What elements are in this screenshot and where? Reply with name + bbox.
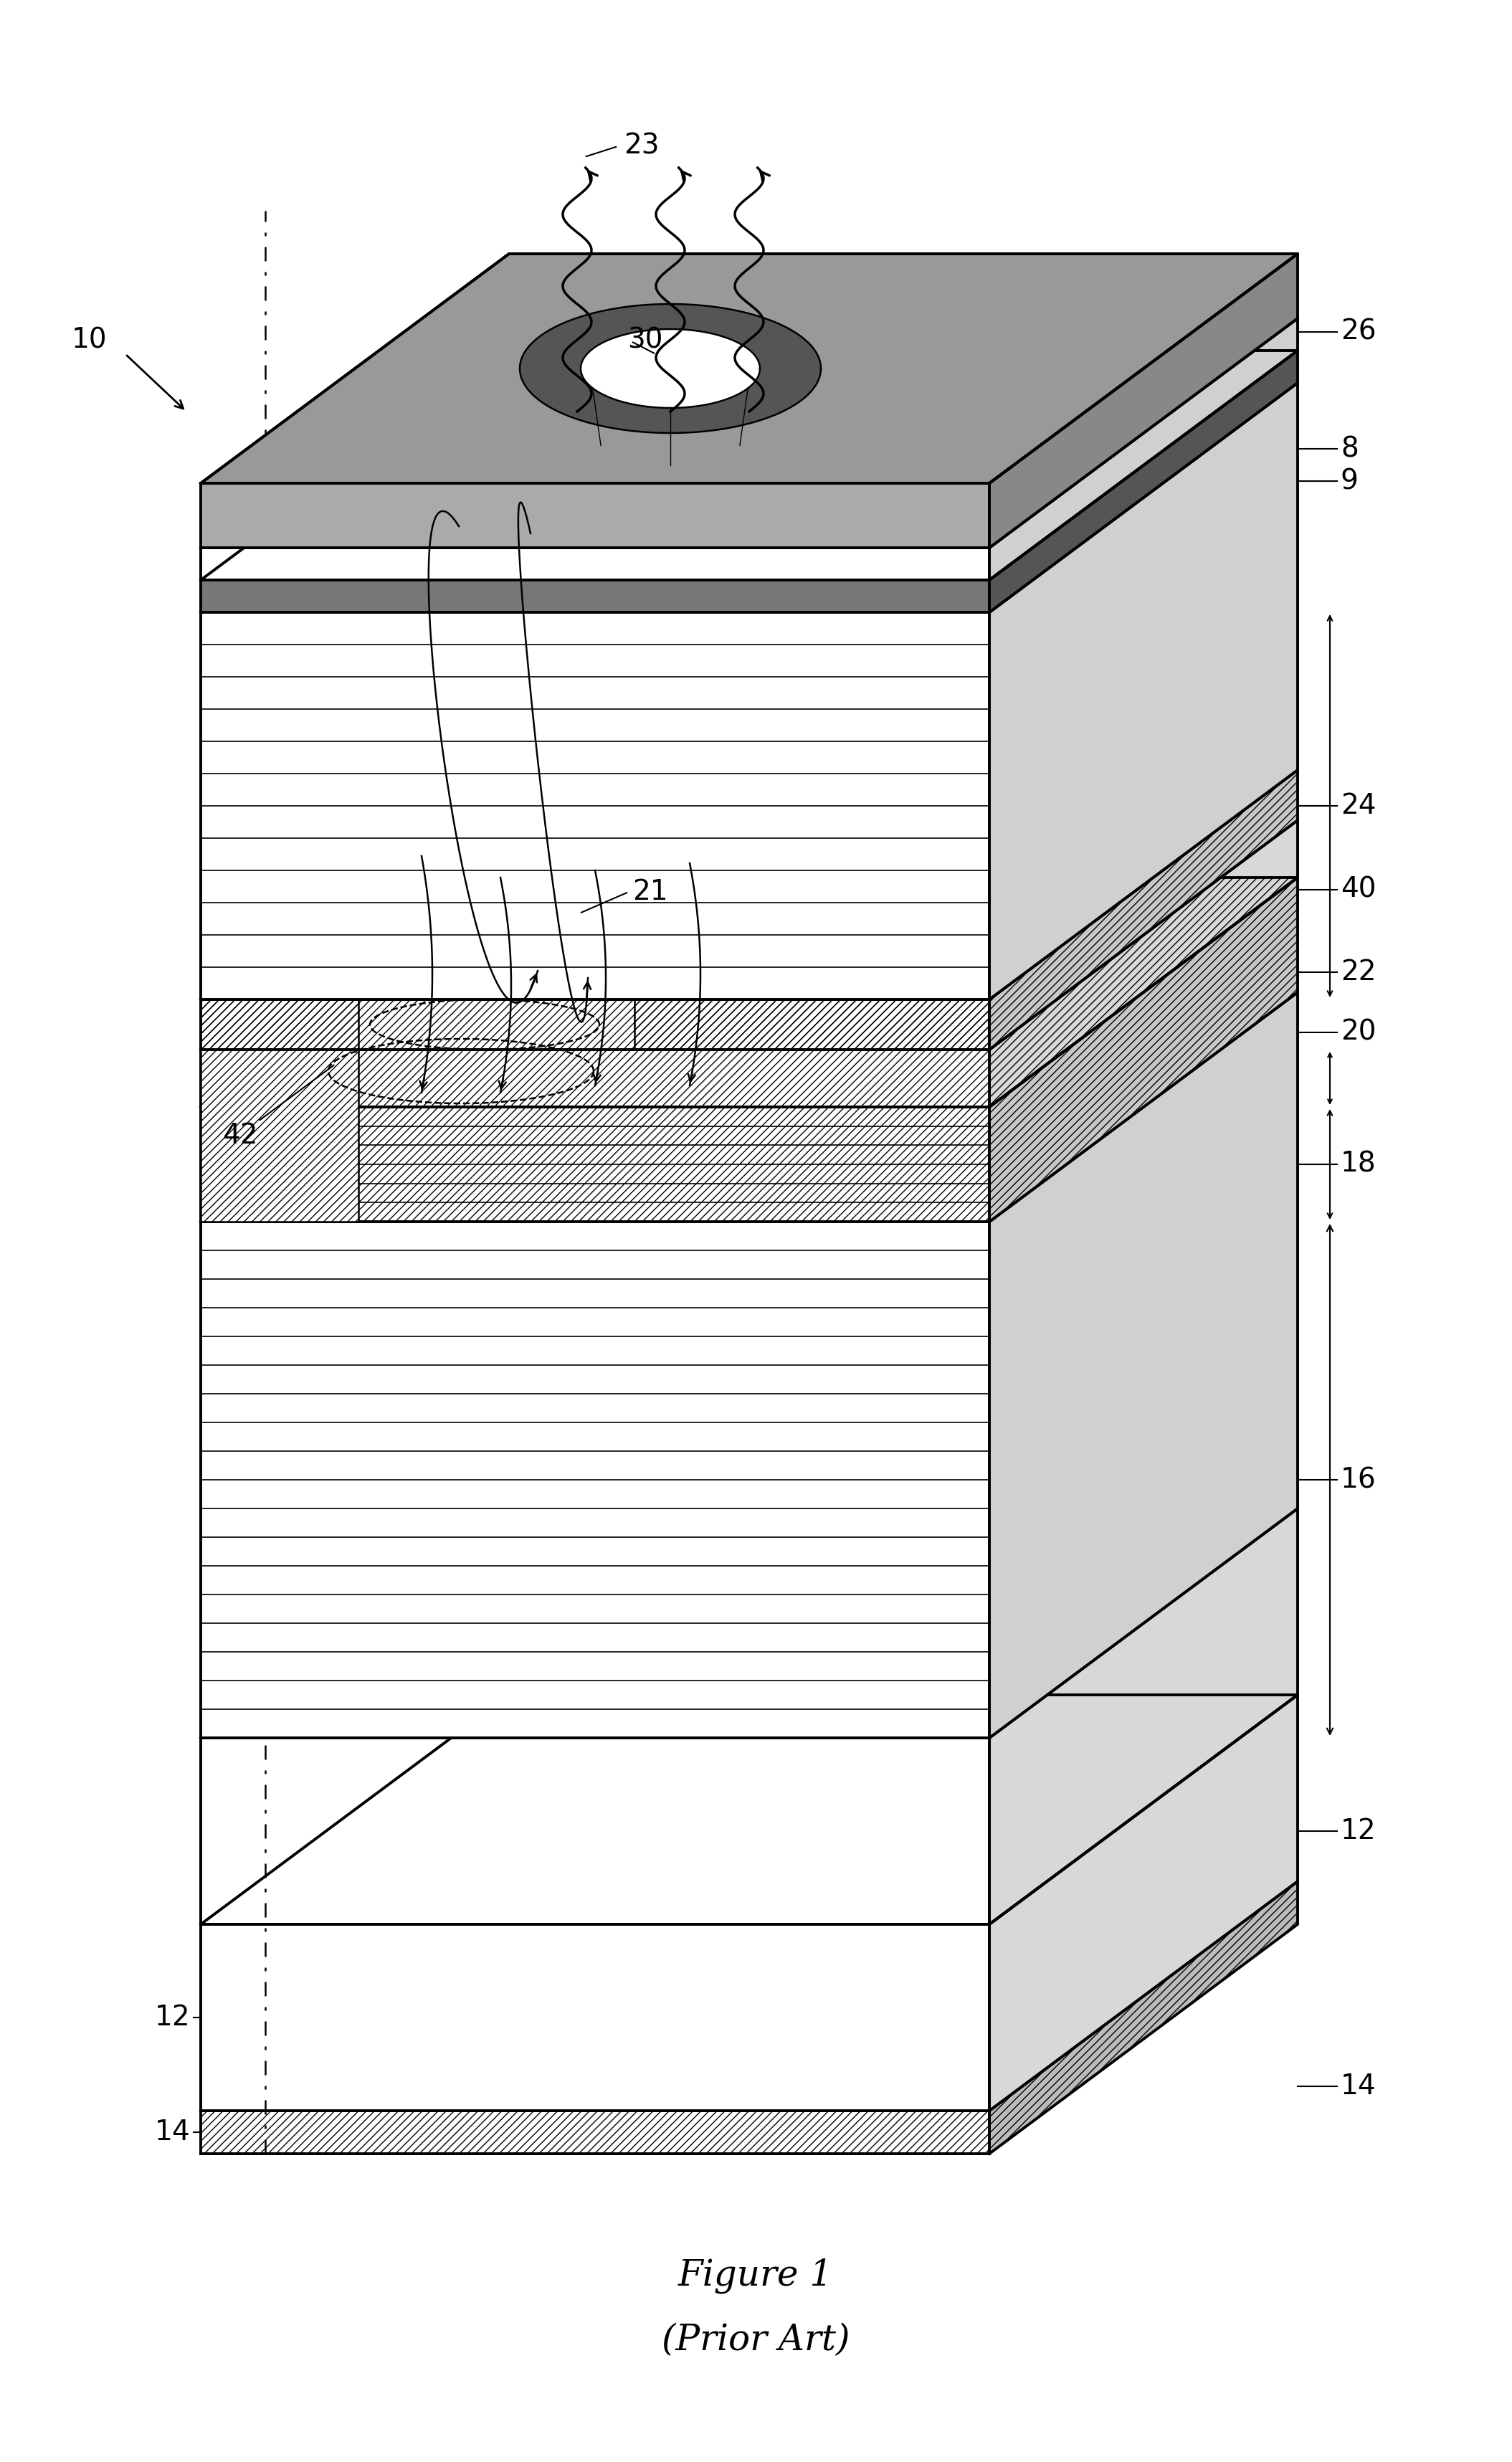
Polygon shape: [201, 1049, 989, 1108]
Polygon shape: [989, 992, 1297, 1738]
Polygon shape: [989, 318, 1297, 581]
Polygon shape: [635, 771, 1297, 1000]
Text: 9: 9: [1341, 468, 1358, 495]
PathPatch shape: [520, 303, 821, 433]
Text: 12: 12: [1341, 1817, 1376, 1844]
Polygon shape: [201, 318, 1297, 547]
Polygon shape: [201, 1881, 1297, 2110]
Polygon shape: [989, 876, 1297, 1221]
Text: 8: 8: [1341, 436, 1358, 463]
Text: 26: 26: [1341, 318, 1376, 345]
Text: (Prior Art): (Prior Art): [662, 2322, 850, 2359]
Text: 22: 22: [1341, 958, 1376, 985]
Polygon shape: [989, 1881, 1297, 2154]
Text: 12: 12: [154, 2004, 191, 2031]
Polygon shape: [201, 820, 1297, 1049]
Polygon shape: [581, 330, 761, 409]
Text: 30: 30: [627, 325, 662, 355]
Polygon shape: [989, 1694, 1297, 2110]
Text: 42: 42: [222, 1123, 257, 1150]
Polygon shape: [201, 876, 1297, 1108]
Polygon shape: [201, 254, 1297, 483]
Polygon shape: [201, 1738, 989, 1925]
Polygon shape: [201, 254, 1297, 483]
Text: 21: 21: [632, 879, 668, 906]
Polygon shape: [201, 2110, 989, 2154]
Polygon shape: [201, 1925, 989, 2110]
Polygon shape: [201, 1000, 989, 1049]
Text: 24: 24: [1341, 793, 1376, 820]
Polygon shape: [989, 384, 1297, 1000]
Polygon shape: [201, 1000, 358, 1221]
Text: 14: 14: [154, 2120, 191, 2147]
Text: 20: 20: [1341, 1019, 1376, 1046]
Text: 14: 14: [1341, 2073, 1376, 2100]
Polygon shape: [201, 483, 989, 547]
Polygon shape: [635, 1000, 989, 1049]
Polygon shape: [201, 1509, 1297, 1738]
Polygon shape: [201, 350, 1297, 581]
Polygon shape: [989, 350, 1297, 613]
Polygon shape: [201, 1108, 989, 1221]
Text: 18: 18: [1341, 1150, 1376, 1177]
Polygon shape: [201, 613, 989, 1000]
Polygon shape: [989, 1509, 1297, 1925]
Text: 16: 16: [1341, 1467, 1376, 1494]
Polygon shape: [201, 581, 989, 613]
Polygon shape: [201, 992, 1297, 1221]
Polygon shape: [201, 384, 1297, 613]
Polygon shape: [989, 820, 1297, 1108]
Polygon shape: [201, 547, 989, 581]
Polygon shape: [201, 1221, 989, 1738]
Polygon shape: [989, 254, 1297, 547]
Text: 10: 10: [71, 325, 107, 355]
Polygon shape: [989, 771, 1297, 1049]
Text: 40: 40: [1341, 876, 1376, 904]
Text: Figure 1: Figure 1: [677, 2258, 833, 2292]
Text: 23: 23: [624, 133, 659, 160]
Polygon shape: [201, 771, 1297, 1000]
Polygon shape: [201, 1694, 1297, 1925]
